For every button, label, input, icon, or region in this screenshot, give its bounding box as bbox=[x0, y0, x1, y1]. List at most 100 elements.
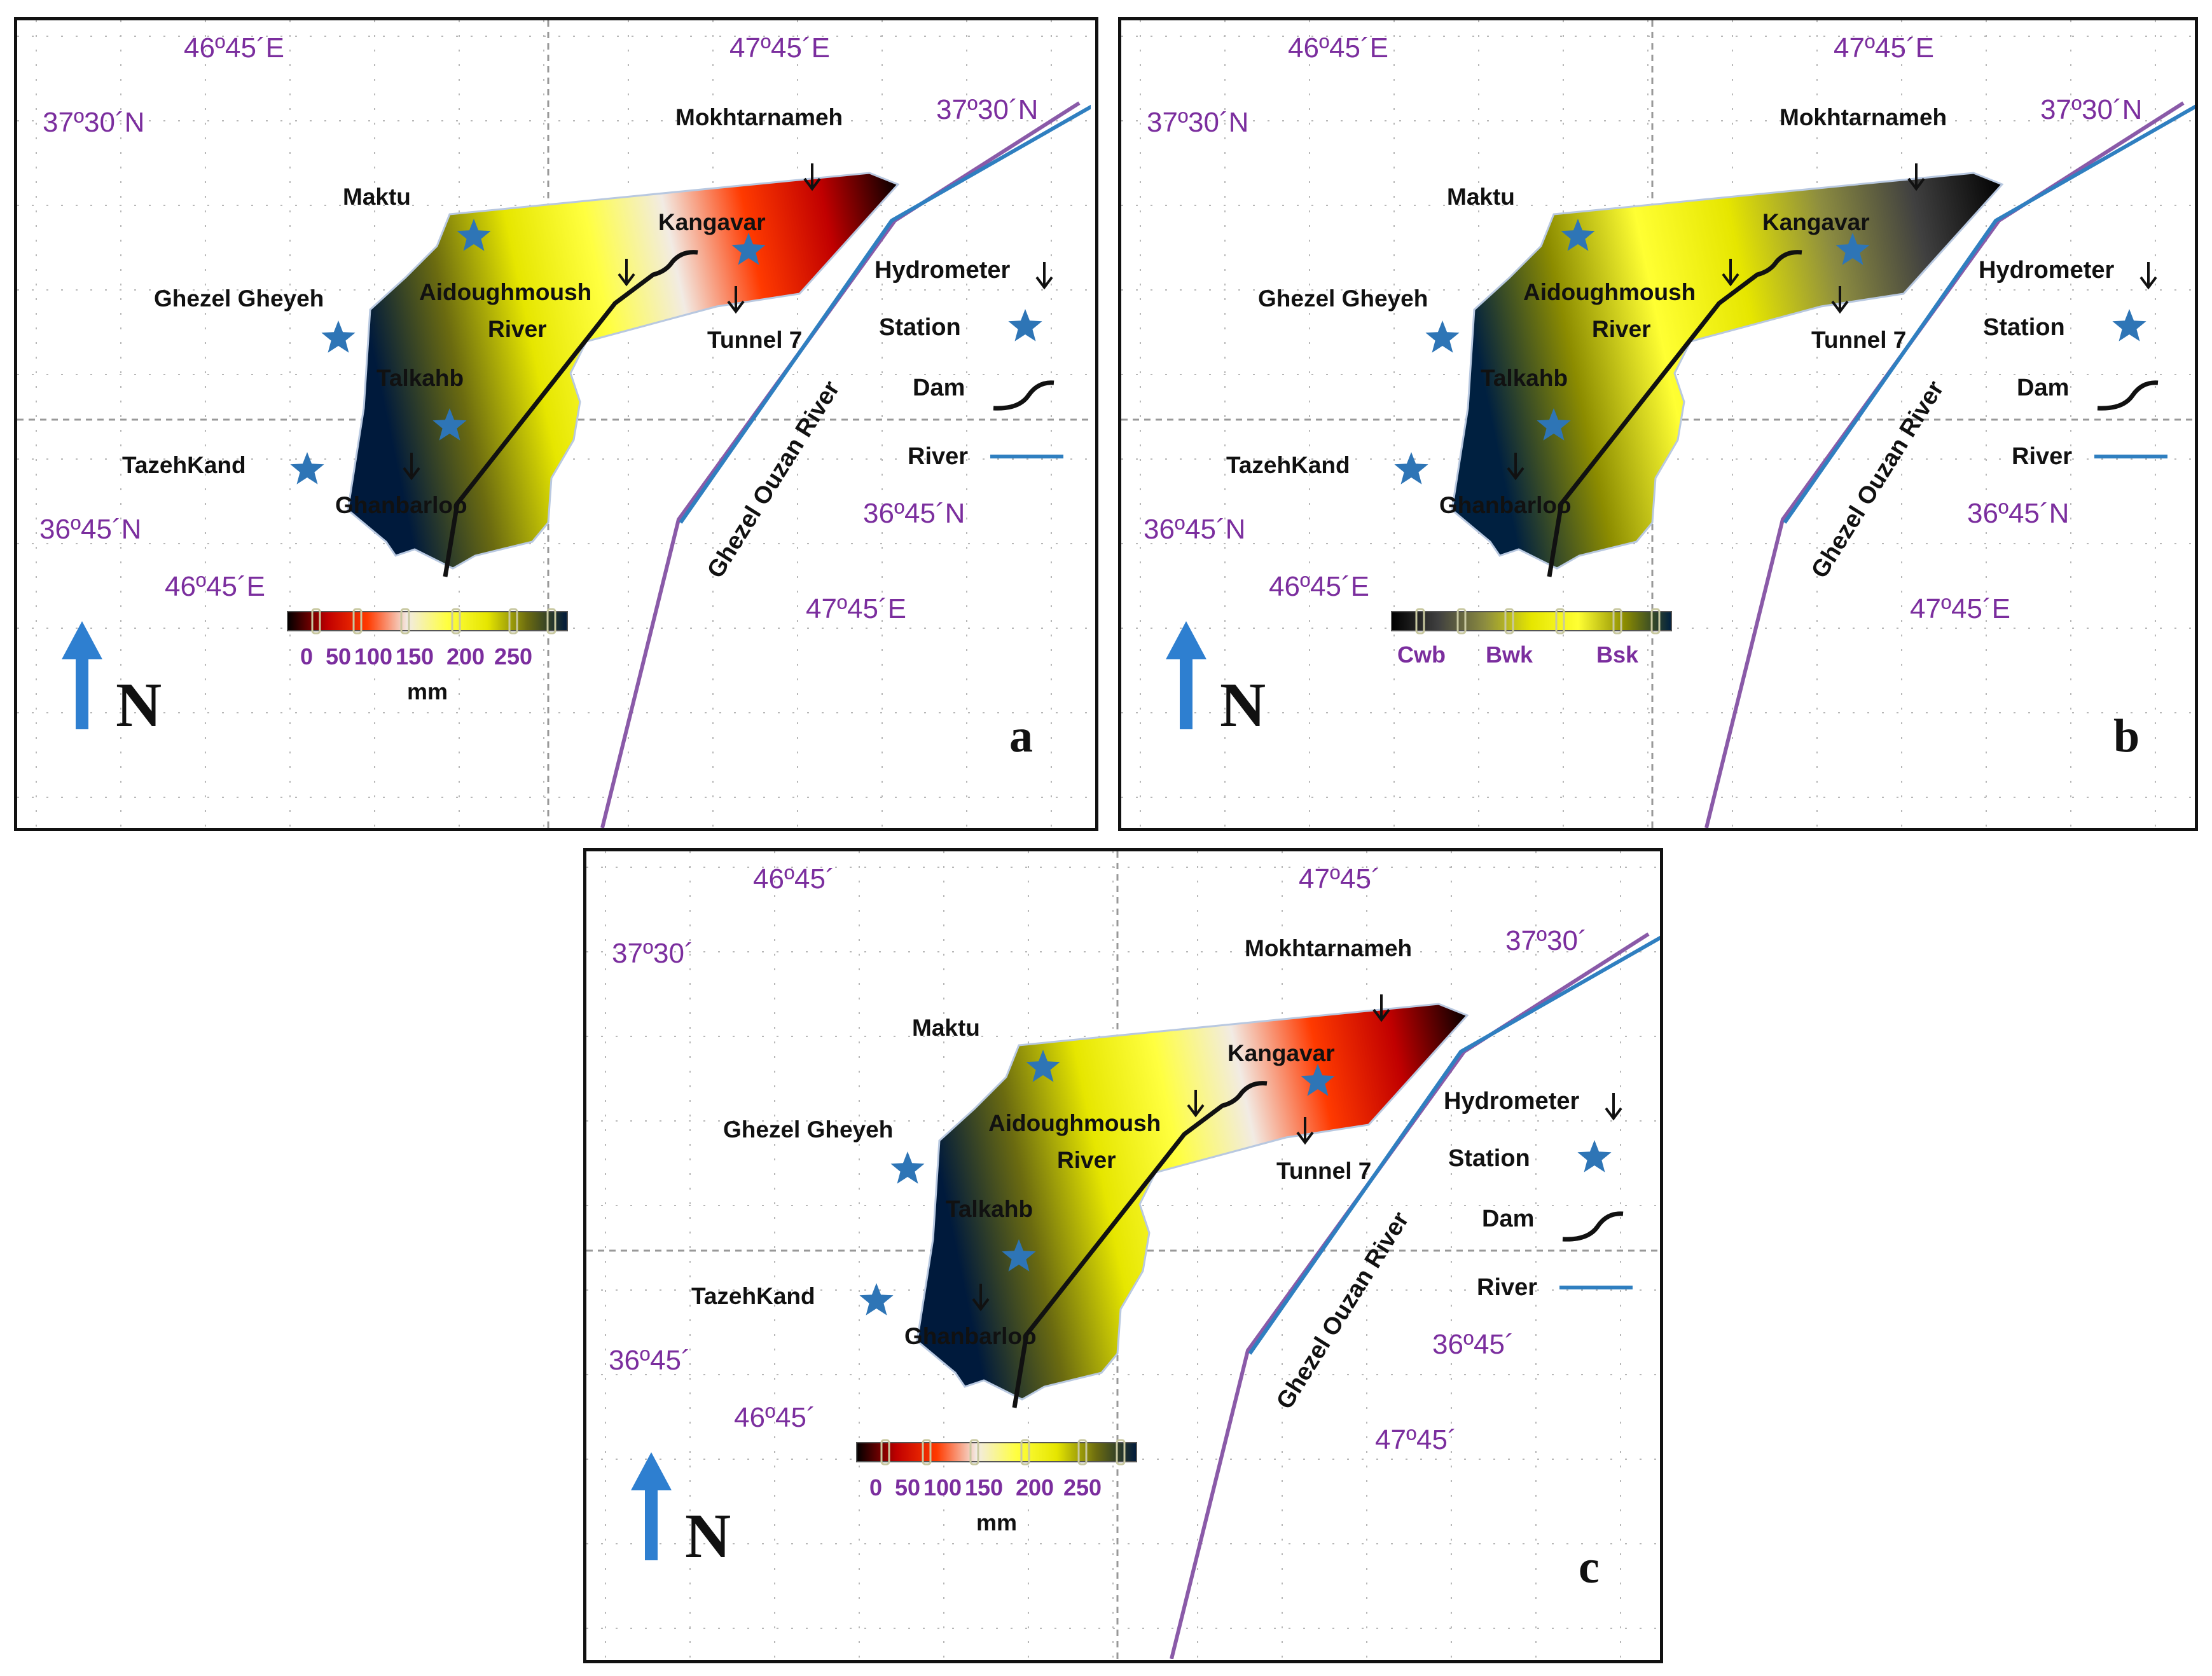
station-star-icon bbox=[321, 320, 356, 353]
legend-station-label: Station bbox=[1448, 1145, 1530, 1172]
panel-letter-label: b bbox=[2113, 710, 2139, 762]
color-scale-handle bbox=[1415, 608, 1425, 635]
legend-river-label: River bbox=[2012, 443, 2072, 470]
station-star-icon bbox=[457, 219, 491, 251]
legend-dam-icon bbox=[1562, 1211, 1624, 1242]
legend-hydrometer-icon bbox=[1605, 1093, 1622, 1121]
place-label-maktu: Maktu bbox=[1447, 184, 1515, 210]
hydrometer-arrow-icon bbox=[1722, 259, 1739, 287]
aidoughmoush-river-line bbox=[1547, 250, 1802, 577]
north-arrow-icon bbox=[631, 1452, 672, 1560]
color-scale-handle bbox=[1612, 608, 1622, 635]
longitude-label: 47º45´E bbox=[729, 32, 830, 64]
longitude-label: 46º45´E bbox=[1288, 32, 1388, 64]
ghezel-ouzan-river bbox=[679, 104, 1091, 524]
map-panel-a: 46º45´E 47º45´E 37º30´N 37º30´N 36º45´N 36º45… bbox=[14, 17, 1098, 831]
place-label-ghanbarloo: Ghanbarloo bbox=[335, 492, 467, 518]
place-label-river: River bbox=[488, 316, 547, 342]
latitude-label: 36º45´N bbox=[863, 498, 965, 529]
place-label-aidoughmoush: Aidoughmoush bbox=[1523, 279, 1696, 305]
place-label-tunnel7: Tunnel 7 bbox=[1811, 327, 1906, 353]
place-label-kangavar: Kangavar bbox=[1762, 209, 1870, 235]
color-scale-handle bbox=[1555, 608, 1565, 635]
station-star-icon bbox=[1026, 1050, 1060, 1082]
map-grid bbox=[586, 851, 1660, 1659]
place-label-tunnel7: Tunnel 7 bbox=[707, 327, 802, 353]
legend-station-icon bbox=[1577, 1140, 1612, 1172]
legend-station-icon bbox=[1008, 309, 1042, 341]
color-scale-handle bbox=[880, 1439, 890, 1466]
longitude-label: 46º45´E bbox=[165, 571, 265, 602]
color-scale: 0 50 100 150 200 250 mm bbox=[287, 608, 568, 704]
longitude-label: 47º45´E bbox=[1910, 593, 2010, 624]
longitude-label: 47º45´ bbox=[1299, 863, 1381, 895]
color-scale-handle bbox=[969, 1439, 979, 1466]
place-label-tazehkand: TazehKand bbox=[1226, 452, 1350, 478]
place-label-ghanbarloo: Ghanbarloo bbox=[1439, 492, 1572, 518]
legend-dam-icon bbox=[2097, 380, 2159, 411]
place-label-ghanbarloo: Ghanbarloo bbox=[904, 1323, 1037, 1349]
legend-dam-label: Dam bbox=[1482, 1205, 1534, 1232]
aidoughmoush-river-line bbox=[443, 250, 698, 577]
latitude-label: 37º30´N bbox=[936, 94, 1038, 125]
place-label-tazehkand: TazehKand bbox=[122, 452, 246, 478]
legend-hydrometer-label: Hydrometer bbox=[874, 257, 1010, 284]
color-scale-handle bbox=[1077, 1439, 1088, 1466]
latitude-label: 37º30´N bbox=[43, 107, 144, 138]
map-legend: Hydrometer Station Dam River bbox=[1444, 1088, 1633, 1301]
station-star-icon bbox=[1537, 408, 1571, 441]
station-star-icon bbox=[1835, 233, 1870, 265]
color-scale-handle bbox=[1020, 1439, 1030, 1466]
place-label-ghezel-gheyeh: Ghezel Gheyeh bbox=[1258, 285, 1428, 312]
scale-unit-label: mm bbox=[407, 678, 448, 704]
climate-class-label: Cwb bbox=[1397, 642, 1446, 668]
hydrometer-arrow-icon bbox=[1372, 994, 1390, 1022]
legend-hydrometer-label: Hydrometer bbox=[1979, 257, 2114, 284]
legend-hydrometer-icon bbox=[2139, 262, 2157, 290]
color-scale: 0 50 100 150 200 250 mm bbox=[856, 1439, 1137, 1535]
color-scale-handle bbox=[546, 608, 556, 635]
longitude-label: 47º45´E bbox=[1834, 32, 1934, 64]
ghezel-ouzan-river-label: Ghezel Ouzan River bbox=[1271, 1207, 1414, 1414]
legend-river-label: River bbox=[908, 443, 968, 470]
place-label-talkahb: Talkahb bbox=[946, 1196, 1033, 1222]
place-label-mokhtarnameh: Mokhtarnameh bbox=[1780, 104, 1947, 130]
hydrometer-arrow-icon bbox=[618, 259, 635, 287]
place-label-tunnel7: Tunnel 7 bbox=[1276, 1158, 1371, 1184]
station-star-icon bbox=[432, 408, 467, 441]
station-star-icon bbox=[1301, 1064, 1335, 1096]
place-label-ghezel-gheyeh: Ghezel Gheyeh bbox=[154, 285, 324, 312]
legend-station-icon bbox=[2112, 309, 2146, 341]
map-panel-c: 46º45´ 47º45´ 37º30´ 37º30´ 36º45´ 36º45´ 46º4… bbox=[583, 848, 1663, 1663]
place-label-aidoughmoush: Aidoughmoush bbox=[988, 1110, 1161, 1136]
north-label: N bbox=[116, 670, 162, 740]
ghezel-ouzan-river bbox=[1783, 104, 2195, 524]
color-scale-handle bbox=[352, 608, 363, 635]
place-label-talkahb: Talkahb bbox=[377, 365, 464, 391]
scale-tick-label: 0 bbox=[300, 643, 313, 670]
color-scale-handle bbox=[1504, 608, 1514, 635]
hydrometer-arrow-icon bbox=[727, 286, 745, 314]
scale-tick-label: 150 bbox=[396, 643, 434, 670]
panel-letter-label: c bbox=[1579, 1541, 1600, 1593]
legend-dam-label: Dam bbox=[913, 374, 965, 401]
longitude-label: 46º45´E bbox=[184, 32, 284, 64]
legend-river-label: River bbox=[1477, 1274, 1537, 1301]
scale-unit-label: mm bbox=[976, 1509, 1017, 1535]
legend-station-label: Station bbox=[879, 314, 961, 341]
color-scale-handle bbox=[400, 608, 410, 635]
station-star-icon bbox=[890, 1151, 925, 1184]
map-canvas: 46º45´E 47º45´E 37º30´N 37º30´N 36º45´N 36º45… bbox=[17, 20, 1091, 828]
north-arrow-icon bbox=[1166, 621, 1206, 729]
latitude-label: 36º45´N bbox=[1967, 498, 2069, 529]
north-arrow-icon bbox=[62, 621, 102, 729]
station-star-icon bbox=[1002, 1239, 1036, 1272]
color-scale-handle bbox=[1456, 608, 1467, 635]
color-scale-bar bbox=[287, 611, 568, 631]
latitude-label: 37º30´ bbox=[1505, 925, 1587, 956]
place-label-maktu: Maktu bbox=[343, 184, 411, 210]
color-scale-handle bbox=[311, 608, 321, 635]
legend-hydrometer-icon bbox=[1035, 262, 1053, 290]
place-label-river: River bbox=[1592, 316, 1651, 342]
ghezel-ouzan-river bbox=[1248, 935, 1660, 1355]
